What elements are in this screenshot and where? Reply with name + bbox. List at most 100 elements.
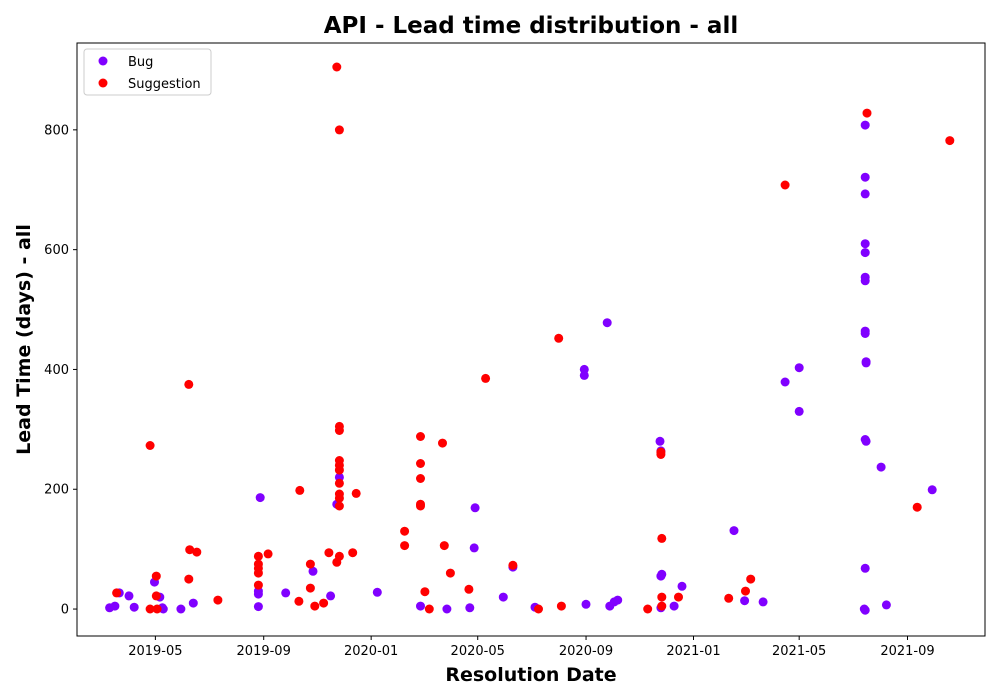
point-suggestion-56 [556, 601, 566, 611]
point-bug-67 [927, 485, 937, 495]
point-suggestion-52 [481, 373, 491, 383]
point-bug-24 [469, 543, 479, 553]
point-suggestion-27 [334, 426, 344, 435]
point-suggestion-15 [253, 580, 263, 590]
point-suggestion-37 [348, 548, 358, 558]
point-suggestion-67 [780, 180, 790, 190]
point-suggestion-42 [416, 459, 425, 468]
point-suggestion-47 [424, 604, 434, 614]
point-suggestion-51 [464, 584, 474, 594]
point-bug-50 [860, 172, 870, 182]
point-suggestion-7 [184, 574, 194, 584]
legend: Bug Suggestion [83, 48, 212, 96]
point-bug-52 [860, 239, 870, 249]
point-suggestion-48 [438, 438, 447, 448]
point-suggestion-17 [295, 485, 305, 495]
point-suggestion-63 [674, 592, 683, 602]
x-axis-label: Resolution Date [445, 664, 616, 686]
point-suggestion-8 [185, 545, 195, 555]
point-suggestion-4 [151, 591, 161, 601]
point-suggestion-65 [741, 586, 750, 596]
x-tick-label: 2021-05 [772, 644, 826, 659]
x-tick-label: 2021-09 [880, 644, 934, 659]
point-suggestion-60 [657, 533, 667, 543]
point-suggestion-0 [112, 588, 122, 598]
data-points [105, 62, 955, 615]
point-bug-46 [780, 377, 790, 387]
point-suggestion-45 [416, 501, 425, 511]
point-suggestion-2 [145, 604, 155, 614]
point-suggestion-59 [656, 450, 666, 459]
point-bug-10 [188, 598, 198, 608]
point-suggestion-14 [253, 568, 263, 578]
point-bug-30 [579, 370, 589, 380]
x-tick-label: 2020-09 [559, 644, 613, 659]
point-bug-4 [129, 602, 139, 612]
x-tick-label: 2019-05 [128, 644, 182, 659]
legend-box [83, 48, 212, 96]
y-tick-label: 200 [44, 483, 69, 498]
point-suggestion-24 [332, 62, 342, 72]
point-bug-11 [253, 602, 263, 612]
point-suggestion-33 [334, 493, 344, 503]
legend-marker-suggestion [98, 78, 108, 88]
point-bug-1 [110, 601, 120, 611]
point-bug-22 [442, 604, 452, 614]
point-bug-20 [372, 587, 382, 597]
point-suggestion-49 [439, 541, 449, 551]
point-suggestion-30 [334, 465, 344, 475]
point-suggestion-6 [184, 379, 194, 389]
point-suggestion-40 [400, 541, 410, 551]
point-suggestion-3 [151, 571, 161, 581]
point-bug-61 [861, 436, 871, 446]
legend-label-suggestion: Suggestion [128, 77, 201, 92]
point-bug-39 [657, 569, 667, 579]
point-bug-35 [613, 595, 623, 605]
point-bug-15 [281, 588, 291, 598]
point-suggestion-43 [416, 474, 425, 483]
y-tick-label: 600 [44, 243, 69, 258]
point-bug-14 [255, 493, 265, 503]
point-bug-48 [794, 406, 804, 416]
point-bug-62 [860, 563, 870, 573]
point-bug-25 [470, 503, 480, 513]
x-tick-label: 2020-05 [451, 644, 505, 659]
point-bug-26 [498, 592, 508, 602]
x-axis-ticks: 2019-05 2019-09 2020-01 2020-05 2020-09 2021-… [128, 636, 935, 659]
point-bug-49 [860, 120, 870, 130]
point-bug-9 [176, 604, 186, 614]
point-suggestion-68 [862, 108, 872, 118]
point-bug-17 [326, 591, 336, 601]
point-suggestion-18 [294, 596, 304, 606]
chart-title: API - Lead time distribution - all [324, 13, 738, 39]
legend-marker-bug [98, 56, 108, 66]
point-suggestion-64 [724, 593, 734, 603]
y-axis-label: Lead Time (days) - all [13, 224, 35, 455]
point-suggestion-61 [657, 592, 667, 602]
point-suggestion-16 [263, 549, 273, 559]
point-bug-64 [860, 605, 870, 615]
point-suggestion-9 [192, 547, 202, 557]
point-suggestion-62 [657, 601, 667, 611]
x-tick-label: 2019-09 [237, 644, 291, 659]
point-suggestion-31 [334, 478, 344, 488]
point-suggestion-25 [334, 125, 344, 135]
point-suggestion-21 [310, 601, 320, 611]
x-tick-label: 2021-01 [666, 644, 720, 659]
point-suggestion-1 [145, 441, 155, 450]
point-suggestion-22 [319, 598, 329, 608]
point-suggestion-38 [351, 488, 361, 498]
plot-area [76, 42, 986, 637]
point-bug-44 [740, 596, 750, 606]
point-suggestion-39 [400, 526, 410, 536]
point-bug-8 [158, 604, 168, 614]
point-bug-51 [860, 189, 870, 199]
point-bug-42 [677, 581, 687, 591]
y-tick-label: 800 [44, 123, 69, 138]
point-suggestion-10 [213, 595, 223, 605]
point-suggestion-50 [445, 568, 455, 578]
point-bug-55 [860, 276, 870, 286]
point-suggestion-53 [508, 560, 518, 570]
point-suggestion-55 [554, 333, 564, 343]
